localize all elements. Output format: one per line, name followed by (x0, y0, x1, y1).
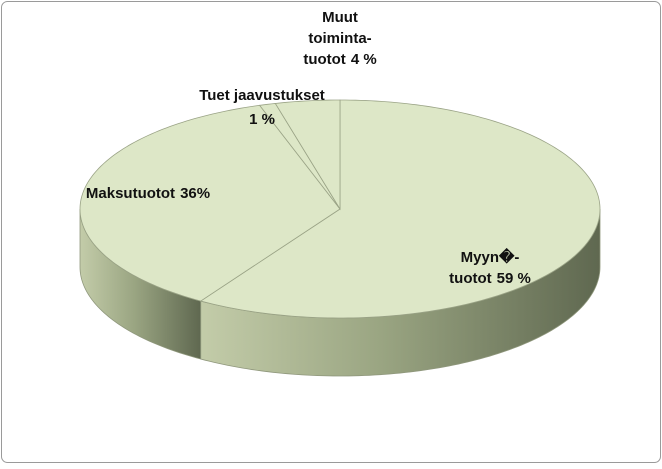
slice (274, 99, 341, 211)
slice-label: Myyn�- tuotot (449, 247, 519, 287)
slice (199, 99, 601, 319)
slice-label-line: Myyn�- (461, 247, 520, 266)
value-label: 36% (180, 185, 210, 202)
value-label: 4 % (351, 51, 377, 68)
slice-label-line: Maksutuotot (86, 185, 175, 202)
slice-label: Muut toiminta-tuotot (303, 9, 371, 68)
slice-label-line: Muut (322, 9, 358, 26)
value-label: 59 % (497, 270, 531, 287)
slice-label-line: tuotot (303, 51, 345, 68)
slice (79, 104, 341, 302)
slice-label: Maksutuotot (86, 185, 175, 202)
slice-label-line: Tuet jaavustukset (199, 87, 325, 104)
slice-label-line: tuotot (449, 270, 491, 287)
slice-label-line: toiminta- (308, 30, 371, 47)
slice-label: Tuet jaavustukset (199, 87, 325, 104)
value-label: 1 % (249, 111, 275, 128)
